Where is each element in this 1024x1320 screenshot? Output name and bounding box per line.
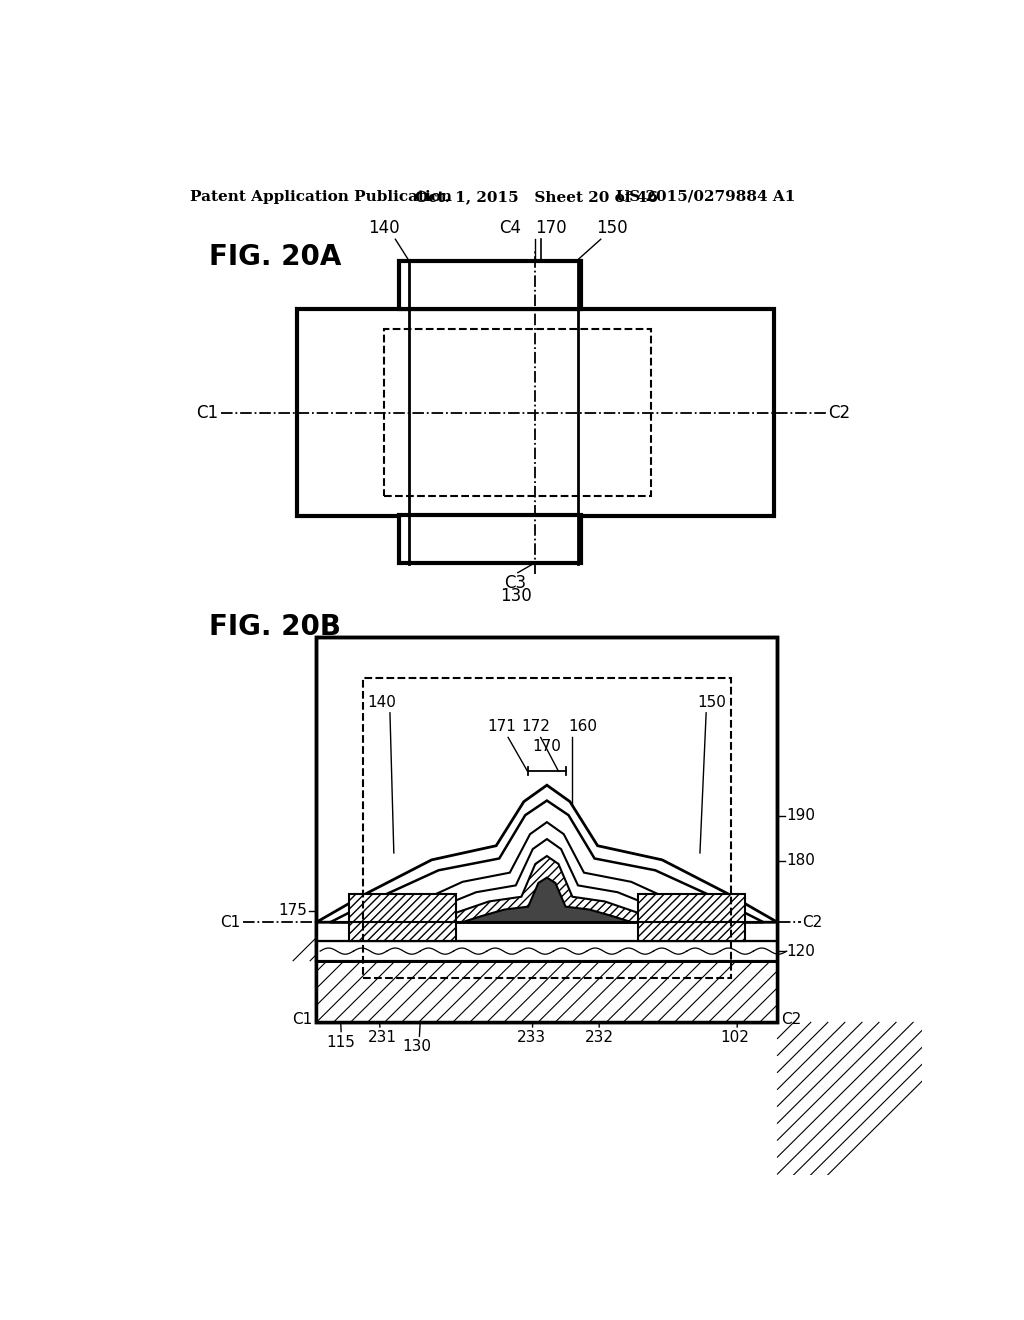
Text: 102: 102 — [721, 1030, 750, 1045]
Text: 160: 160 — [568, 719, 598, 734]
Bar — [349, 894, 456, 941]
Bar — [297, 309, 773, 516]
Text: 233: 233 — [516, 1030, 546, 1045]
Text: 130: 130 — [402, 1039, 431, 1055]
Text: 140: 140 — [368, 219, 399, 238]
Text: C1: C1 — [197, 404, 219, 421]
Text: 180: 180 — [786, 853, 816, 869]
Bar — [316, 638, 777, 1022]
Polygon shape — [316, 785, 777, 923]
Text: 140: 140 — [368, 694, 396, 710]
Text: FIG. 20A: FIG. 20A — [209, 243, 342, 271]
Text: C1: C1 — [292, 1011, 312, 1027]
Text: Oct. 1, 2015   Sheet 20 of 46: Oct. 1, 2015 Sheet 20 of 46 — [415, 190, 657, 203]
Bar — [316, 941, 777, 961]
Polygon shape — [378, 822, 716, 923]
Bar — [316, 638, 777, 1022]
Text: C2: C2 — [827, 404, 850, 421]
Text: US 2015/0279884 A1: US 2015/0279884 A1 — [616, 190, 796, 203]
Text: 190: 190 — [786, 808, 816, 824]
Text: 150: 150 — [697, 694, 726, 710]
Text: C4: C4 — [499, 219, 521, 238]
Text: 170: 170 — [532, 739, 561, 755]
Text: 172: 172 — [521, 719, 550, 734]
Text: 232: 232 — [585, 1030, 613, 1045]
Bar — [316, 961, 777, 1022]
Text: 170: 170 — [536, 219, 567, 238]
Text: Patent Application Publication: Patent Application Publication — [190, 190, 452, 203]
Text: C2: C2 — [802, 915, 822, 929]
Text: 120: 120 — [786, 944, 816, 958]
Polygon shape — [406, 840, 688, 923]
Text: 231: 231 — [368, 1030, 396, 1045]
Text: C3: C3 — [505, 574, 526, 593]
Bar — [638, 894, 744, 941]
Bar — [399, 515, 582, 562]
Bar — [384, 330, 651, 496]
Text: C2: C2 — [781, 1011, 802, 1027]
Text: 150: 150 — [597, 219, 628, 238]
Polygon shape — [331, 800, 764, 923]
Bar — [399, 261, 582, 309]
Bar — [362, 678, 731, 978]
Text: 175: 175 — [279, 903, 307, 919]
Text: 130: 130 — [500, 587, 531, 606]
Polygon shape — [316, 923, 777, 941]
Bar — [316, 961, 777, 1022]
Text: 171: 171 — [487, 719, 516, 734]
Polygon shape — [462, 878, 632, 923]
Text: C1: C1 — [220, 915, 241, 929]
Text: 115: 115 — [327, 1035, 355, 1049]
Text: FIG. 20B: FIG. 20B — [209, 612, 341, 640]
